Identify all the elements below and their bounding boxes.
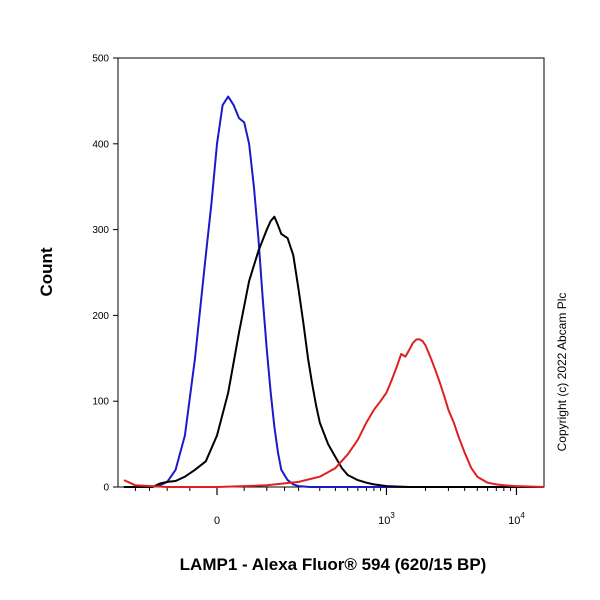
series-line-2	[123, 215, 544, 488]
x-axis-label: LAMP1 - Alexa Fluor® 594 (620/15 BP)	[180, 555, 487, 574]
y-axis-label: Count	[37, 247, 56, 296]
series-layer	[123, 95, 545, 488]
y-axis: 0 100 200 300 400 500	[92, 54, 118, 494]
y-tick-label: 200	[92, 311, 109, 322]
x-tick-label: 103	[378, 511, 395, 527]
y-tick-label: 500	[92, 54, 109, 65]
y-tick-label: 0	[103, 483, 109, 494]
series-line-3	[123, 338, 545, 488]
y-tick-label: 300	[92, 225, 109, 236]
y-tick-label: 400	[92, 139, 109, 150]
copyright-notice: Copyright (c) 2022 Abcam Plc	[555, 293, 569, 452]
x-tick-label: 0	[214, 515, 220, 527]
y-tick-label: 100	[92, 397, 109, 408]
series-line-1	[123, 95, 544, 488]
x-tick-label: 104	[508, 511, 525, 527]
